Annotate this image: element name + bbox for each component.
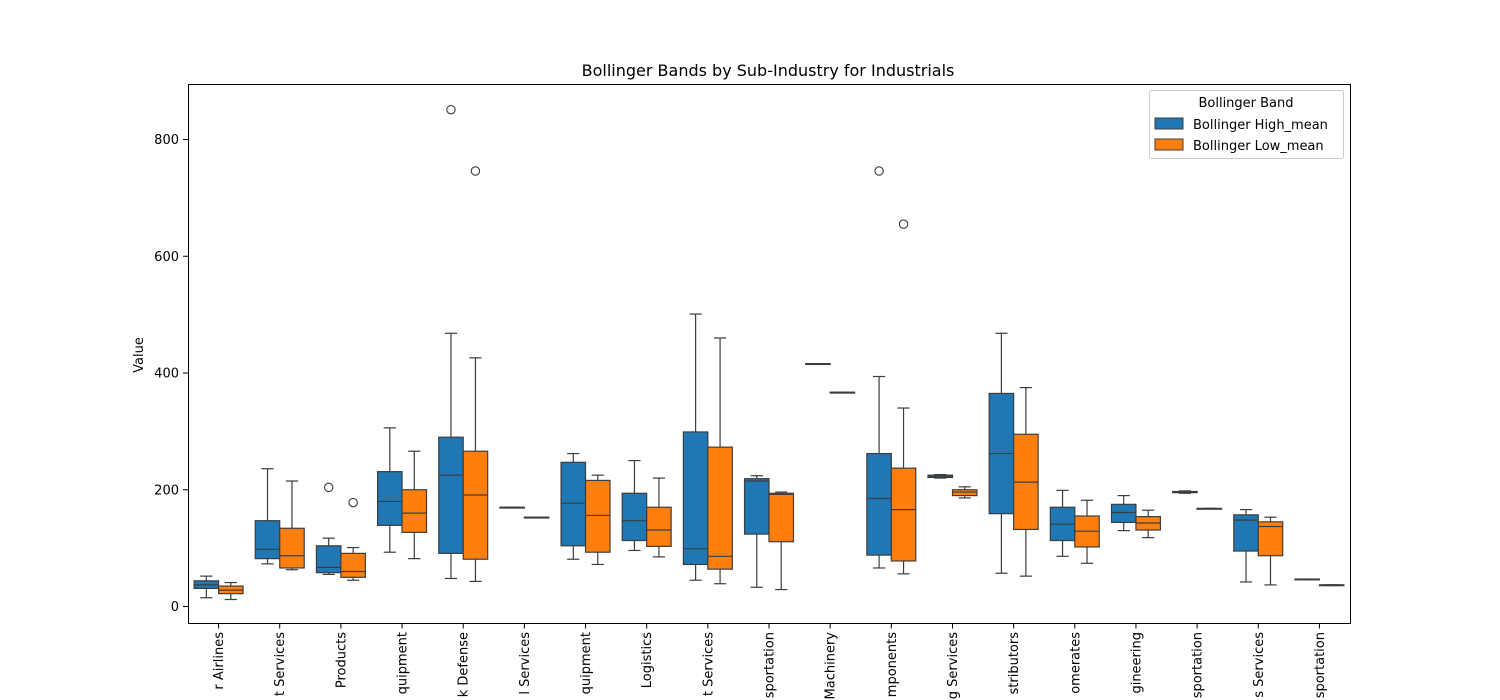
x-tick-label: g Services <box>946 632 961 699</box>
box-iqr <box>376 471 403 526</box>
box-iqr <box>743 478 770 535</box>
y-tick-label: 200 <box>154 483 179 498</box>
x-tick-label: omerates <box>1068 632 1083 694</box>
y-tick-label: 800 <box>154 133 179 148</box>
x-tick-label: quipment <box>396 632 411 694</box>
box-iqr <box>890 467 917 562</box>
x-tick-label: t Services <box>701 632 716 696</box>
legend-label-low: Bollinger Low_mean <box>1193 139 1324 154</box>
x-axis-ticks: r Airlines t Services Products quipment k De… <box>212 623 1328 700</box>
y-tick-label: 600 <box>154 250 179 265</box>
x-tick-label: mponents <box>885 632 900 697</box>
y-tick-label: 0 <box>171 600 179 615</box>
outlier-point <box>898 219 909 229</box>
box-iqr <box>1257 521 1284 557</box>
x-tick-label: quipment <box>579 632 594 694</box>
box-iqr <box>315 545 342 574</box>
box-iqr <box>1110 503 1137 524</box>
x-tick-label: sportation <box>1313 632 1328 698</box>
legend-frame <box>1149 90 1344 159</box>
box-iqr <box>254 520 281 560</box>
box-iqr <box>866 452 892 556</box>
chart-title: Bollinger Bands by Sub-Industry for Indu… <box>582 61 955 80</box>
box-iqr <box>584 479 611 553</box>
outlier-point <box>446 104 456 115</box>
x-tick-label: Machinery <box>824 632 839 700</box>
box-iqr <box>401 489 428 533</box>
box-iqr <box>621 492 648 542</box>
box-iqr <box>646 506 672 547</box>
box-iqr <box>340 552 366 578</box>
x-tick-label: gineering <box>1129 632 1144 694</box>
outlier-point <box>323 482 334 493</box>
outlier-point <box>470 166 481 176</box>
box-iqr <box>462 450 489 560</box>
legend-swatch-low <box>1154 138 1184 151</box>
legend-title: Bollinger Band <box>1198 96 1293 111</box>
legend-label-high: Bollinger High_mean <box>1193 118 1328 133</box>
box-series <box>193 104 1345 601</box>
legend: Bollinger Band Bollinger High_mean Bolli… <box>1149 90 1344 159</box>
plot-area-frame <box>188 84 1351 624</box>
outlier-point <box>874 166 884 176</box>
x-tick-label: Products <box>334 632 349 688</box>
y-tick-label: 400 <box>154 367 179 382</box>
x-tick-label: k Defense <box>457 632 472 697</box>
box-iqr <box>279 527 305 569</box>
legend-swatch-high <box>1154 117 1184 130</box>
box-iqr <box>768 492 795 543</box>
box-iqr <box>438 436 464 554</box>
x-tick-label: s Services <box>1252 632 1267 698</box>
x-tick-label: l Services <box>518 632 533 695</box>
y-axis-ticks: 0 200 400 600 800 <box>154 133 188 615</box>
x-tick-label: sportation <box>1191 632 1206 698</box>
x-tick-label: stributors <box>1007 632 1022 695</box>
y-axis-label: Value <box>132 337 147 373</box>
box-iqr <box>707 446 733 570</box>
outlier-point <box>348 497 358 508</box>
x-tick-label: r Airlines <box>212 632 227 690</box>
x-tick-label: sportation <box>763 632 778 698</box>
box-iqr <box>560 461 587 547</box>
box-iqr <box>682 431 709 566</box>
x-tick-label: t Services <box>273 632 288 696</box>
x-tick-label: Logistics <box>640 632 655 688</box>
